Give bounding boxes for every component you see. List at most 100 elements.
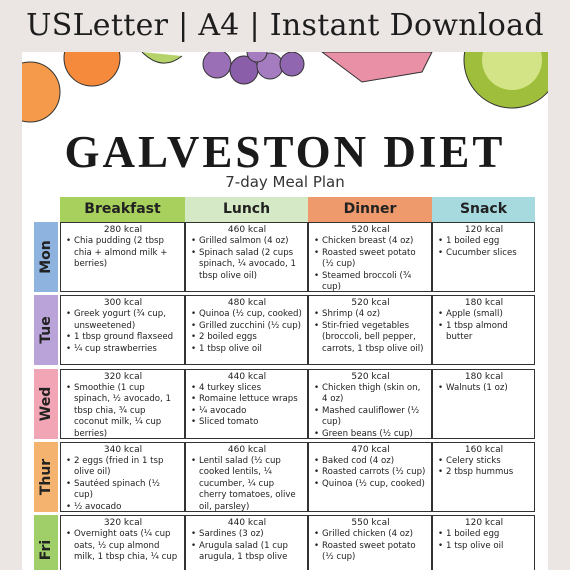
meal-items: Walnuts (1 oz) [437, 383, 531, 395]
meal-items: Celery sticks2 tbsp hummus [437, 456, 531, 479]
day-label: Tue [38, 316, 54, 345]
meal-item: Arugula salad (1 cup arugula, 1 tbsp oli… [191, 541, 304, 564]
meal-item: 2 boiled eggs [191, 332, 304, 344]
meal-cell: 440 kcal4 turkey slicesRomaine lettuce w… [185, 368, 308, 439]
meal-item: Sardines (3 oz) [191, 529, 304, 541]
kcal: 180 kcal [464, 371, 504, 382]
meal-cell: 460 kcalGrilled salmon (4 oz)Spinach sal… [185, 222, 308, 292]
meal-item: 1 tbsp almond butter [438, 321, 531, 344]
title: GALVESTON DIET [64, 127, 506, 177]
meal-items: Greek yogurt (¾ cup, unsweetened)1 tbsp … [65, 309, 181, 355]
meal-item: 1 tbsp olive oil [191, 344, 304, 356]
meal-item: Romaine lettuce wraps [191, 394, 304, 406]
fruit-illustrations [22, 52, 548, 123]
meal-cell: 520 kcalChicken thigh (skin on, 4 oz)Mas… [308, 368, 432, 439]
meal-cell: 480 kcalQuinoa (½ cup, cooked)Grilled zu… [185, 295, 308, 366]
kcal: 180 kcal [464, 298, 504, 309]
meal-item: Chicken breast (4 oz) [314, 236, 428, 248]
meal-item: 1 boiled egg [438, 529, 531, 541]
column-header: Lunch [185, 197, 308, 222]
day-label-box: Fri [34, 515, 58, 570]
kcal: 160 kcal [464, 444, 504, 455]
meal-cell: 280 kcalChia pudding (2 tbsp chia + almo… [60, 222, 185, 292]
meal-item: ¼ cup strawberries [66, 344, 181, 356]
column-header: Snack [432, 197, 535, 222]
meal-item: 4 turkey slices [191, 383, 304, 395]
meal-cell: 520 kcalChicken breast (4 oz)Roasted swe… [308, 222, 432, 292]
day-label: Wed [38, 386, 54, 421]
meal-item: ½ avocado [66, 502, 181, 511]
column-header: Dinner [308, 197, 432, 222]
column-header: Breakfast [60, 197, 185, 222]
meal-cell: 180 kcalApple (small)1 tbsp almond butte… [432, 295, 535, 366]
meal-items: Grilled chicken (4 oz)Roasted sweet pota… [313, 529, 428, 564]
meal-item: Celery sticks [438, 456, 531, 468]
meal-cell: 120 kcal1 boiled egg1 tsp olive oil [432, 515, 535, 570]
meal-item: Grilled salmon (4 oz) [191, 236, 304, 248]
meal-items: Smoothie (1 cup spinach, ½ avocado, 1 tb… [65, 383, 181, 438]
kcal: 460 kcal [227, 444, 267, 455]
meal-item: Baked cod (4 oz) [314, 456, 428, 468]
meal-items: Quinoa (½ cup, cooked)Grilled zucchini (… [190, 309, 304, 355]
kcal: 520 kcal [351, 371, 390, 382]
meal-items: Baked cod (4 oz)Roasted carrots (½ cup)Q… [313, 456, 428, 491]
meal-item: Roasted sweet potato (½ cup) [314, 248, 428, 271]
kcal: 550 kcal [351, 518, 390, 529]
kcal: 300 kcal [103, 298, 143, 309]
day-label-box: Thur [34, 441, 58, 512]
meal-item: Greek yogurt (¾ cup, unsweetened) [66, 309, 181, 332]
kcal: 470 kcal [351, 444, 390, 455]
meal-cell: 550 kcalGrilled chicken (4 oz)Roasted sw… [308, 515, 432, 570]
kcal: 480 kcal [227, 298, 267, 309]
meal-cell: 160 kcalCelery sticks2 tbsp hummus [432, 441, 535, 512]
meal-cell: 460 kcalLentil salad (½ cup cooked lenti… [185, 441, 308, 512]
day-label: Fri [38, 540, 54, 561]
meal-cell: 180 kcalWalnuts (1 oz) [432, 368, 535, 439]
meal-item: Sautéed spinach (½ cup) [66, 479, 181, 502]
kcal: 440 kcal [227, 371, 267, 382]
meal-cell: 520 kcalShrimp (4 oz)Stir-fried vegetabl… [308, 295, 432, 366]
meal-items: Chia pudding (2 tbsp chia + almond milk … [65, 236, 181, 271]
meal-items: 1 boiled egg1 tsp olive oil [437, 529, 531, 552]
sheet: GALVESTON DIET 7-day Meal Plan Breakfast… [22, 52, 548, 570]
meal-cell: 120 kcal1 boiled eggCucumber slices [432, 222, 535, 292]
meal-item: Apple (small) [438, 309, 531, 321]
meal-item: Overnight oats (¼ cup oats, ½ cup almond… [66, 529, 181, 564]
meal-item: Roasted sweet potato (½ cup) [314, 541, 428, 564]
meal-items: Chicken thigh (skin on, 4 oz)Mashed caul… [313, 383, 428, 438]
meal-cell: 340 kcal2 eggs (fried in 1 tsp olive oil… [60, 441, 185, 512]
day-label-box: Tue [34, 295, 58, 366]
meal-cell: 470 kcalBaked cod (4 oz)Roasted carrots … [308, 441, 432, 512]
meal-cell: 440 kcalSardines (3 oz)Arugula salad (1 … [185, 515, 308, 570]
meal-item: Chicken thigh (skin on, 4 oz) [314, 383, 428, 406]
meal-item: Mashed cauliflower (½ cup) [314, 406, 428, 429]
meal-item: Cucumber slices [438, 248, 531, 260]
meal-item: Quinoa (½ cup, cooked) [314, 479, 428, 491]
meal-item: Lentil salad (½ cup cooked lentils, ¼ cu… [191, 456, 304, 511]
kcal: 320 kcal [103, 371, 143, 382]
meal-item: Stir-fried vegetables (broccoli, bell pe… [314, 321, 428, 356]
meal-items: 2 eggs (fried in 1 tsp olive oil)Sautéed… [65, 456, 181, 511]
meal-item: 2 tbsp hummus [438, 467, 531, 479]
meal-items: 4 turkey slicesRomaine lettuce wraps¼ av… [190, 383, 304, 429]
kcal: 440 kcal [227, 518, 267, 529]
day-label: Thur [38, 458, 54, 496]
meal-item: Spinach salad (2 cups spinach, ¼ avocado… [191, 248, 304, 283]
meal-item: Sliced tomato [191, 417, 304, 429]
meal-item: Grilled zucchini (½ cup) [191, 321, 304, 333]
meal-item: 1 tbsp ground flaxseed [66, 332, 181, 344]
meal-item: 2 eggs (fried in 1 tsp olive oil) [66, 456, 181, 479]
meal-items: Chicken breast (4 oz)Roasted sweet potat… [313, 236, 428, 291]
meal-cell: 320 kcalSmoothie (1 cup spinach, ½ avoca… [60, 368, 185, 439]
meal-items: Shrimp (4 oz)Stir-fried vegetables (broc… [313, 309, 428, 355]
kcal: 520 kcal [351, 298, 390, 309]
meal-items: Sardines (3 oz)Arugula salad (1 cup arug… [190, 529, 304, 564]
meal-item: 1 tsp olive oil [438, 541, 531, 553]
meal-items: Grilled salmon (4 oz)Spinach salad (2 cu… [190, 236, 304, 282]
kcal: 320 kcal [103, 518, 143, 529]
kcal: 520 kcal [351, 225, 390, 235]
meal-items: Lentil salad (½ cup cooked lentils, ¼ cu… [190, 456, 304, 511]
meal-items: Overnight oats (¼ cup oats, ½ cup almond… [65, 529, 181, 564]
meal-item: Green beans (½ cup) [314, 429, 428, 438]
